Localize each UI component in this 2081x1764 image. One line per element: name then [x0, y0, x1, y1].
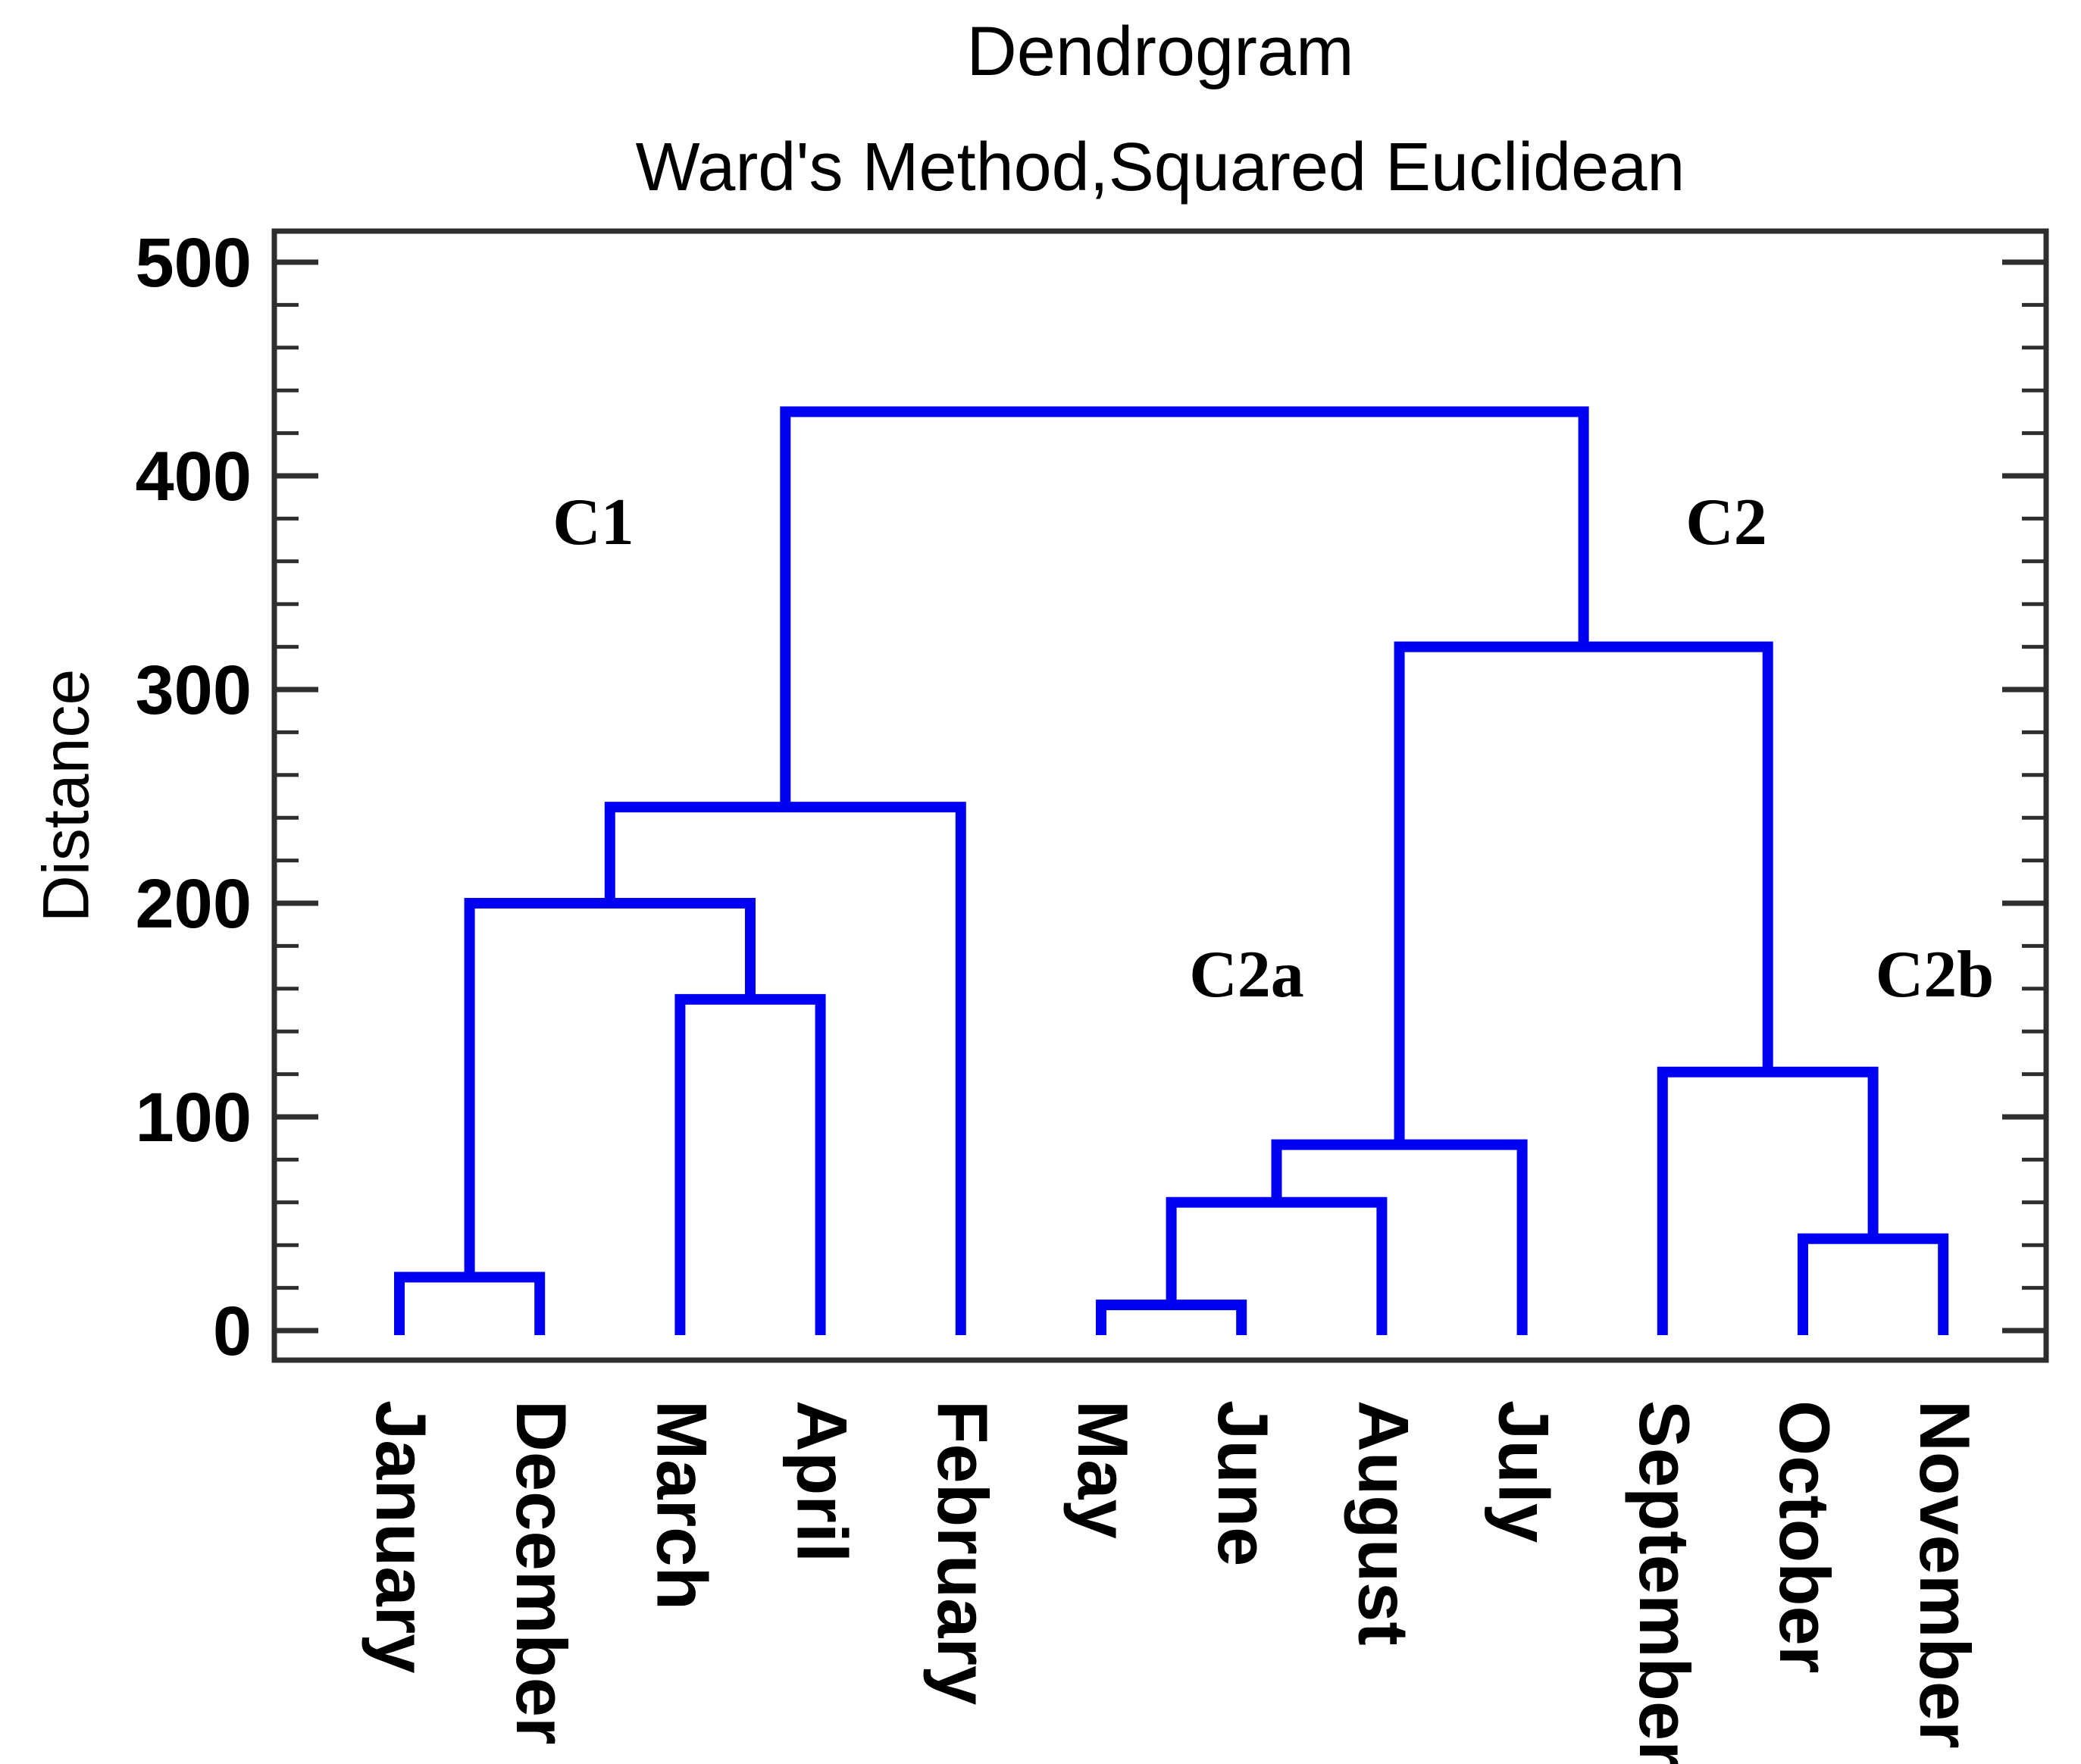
cluster-label: C2a — [1189, 938, 1304, 1012]
chart-subtitle: Ward's Method,Squared Euclidean — [635, 130, 1685, 205]
x-axis-label: July — [1485, 1400, 1564, 1543]
x-axis-label: November — [1905, 1400, 1985, 1749]
x-axis-label: May — [1063, 1400, 1143, 1539]
x-axis-label: October — [1765, 1400, 1845, 1673]
dendrogram-link — [674, 993, 826, 1335]
dendrogram-link — [464, 898, 756, 1278]
y-tick-label: 300 — [136, 652, 252, 729]
x-axis-label: June — [1203, 1400, 1283, 1566]
chart-title: Dendrogram — [966, 13, 1354, 90]
plot-frame — [271, 228, 2049, 1363]
dendrogram-link — [780, 406, 1589, 808]
dendrogram-link — [1271, 1139, 1528, 1335]
x-axis-labels: January December March April February May June… — [361, 1400, 1985, 1764]
cluster-label: C2 — [1685, 486, 1767, 559]
x-axis-label: March — [642, 1400, 721, 1610]
y-tick-label: 0 — [213, 1293, 252, 1370]
x-axis-label: January — [361, 1400, 441, 1674]
x-axis-label: April — [783, 1400, 862, 1562]
axis-frame — [271, 228, 2049, 1363]
y-axis-ticks — [274, 259, 2046, 1334]
y-tick-label: 100 — [136, 1079, 252, 1156]
dendrogram-links — [394, 406, 1949, 1335]
y-tick-label: 500 — [136, 224, 252, 302]
x-axis-label: February — [923, 1400, 1003, 1705]
y-tick-label: 400 — [136, 438, 252, 515]
dendrogram-link — [1096, 1300, 1247, 1335]
dendrogram-link — [604, 802, 966, 1335]
cluster-annotations: C1 C2 C2a C2b — [552, 486, 1994, 1012]
dendrogram-link — [394, 1271, 546, 1335]
x-axis-label: August — [1344, 1400, 1423, 1646]
dendrogram-link — [1166, 1196, 1388, 1335]
y-tick-label: 200 — [136, 865, 252, 943]
cluster-label: C2b — [1876, 938, 1995, 1012]
dendrogram-link — [1798, 1233, 1949, 1335]
cluster-label: C1 — [552, 486, 634, 559]
dendrogram-link — [1657, 1066, 1879, 1335]
x-axis-label: September — [1625, 1400, 1704, 1764]
x-axis-label: December — [502, 1400, 581, 1745]
y-axis-tick-labels: 0 100 200 300 400 500 — [136, 224, 252, 1370]
